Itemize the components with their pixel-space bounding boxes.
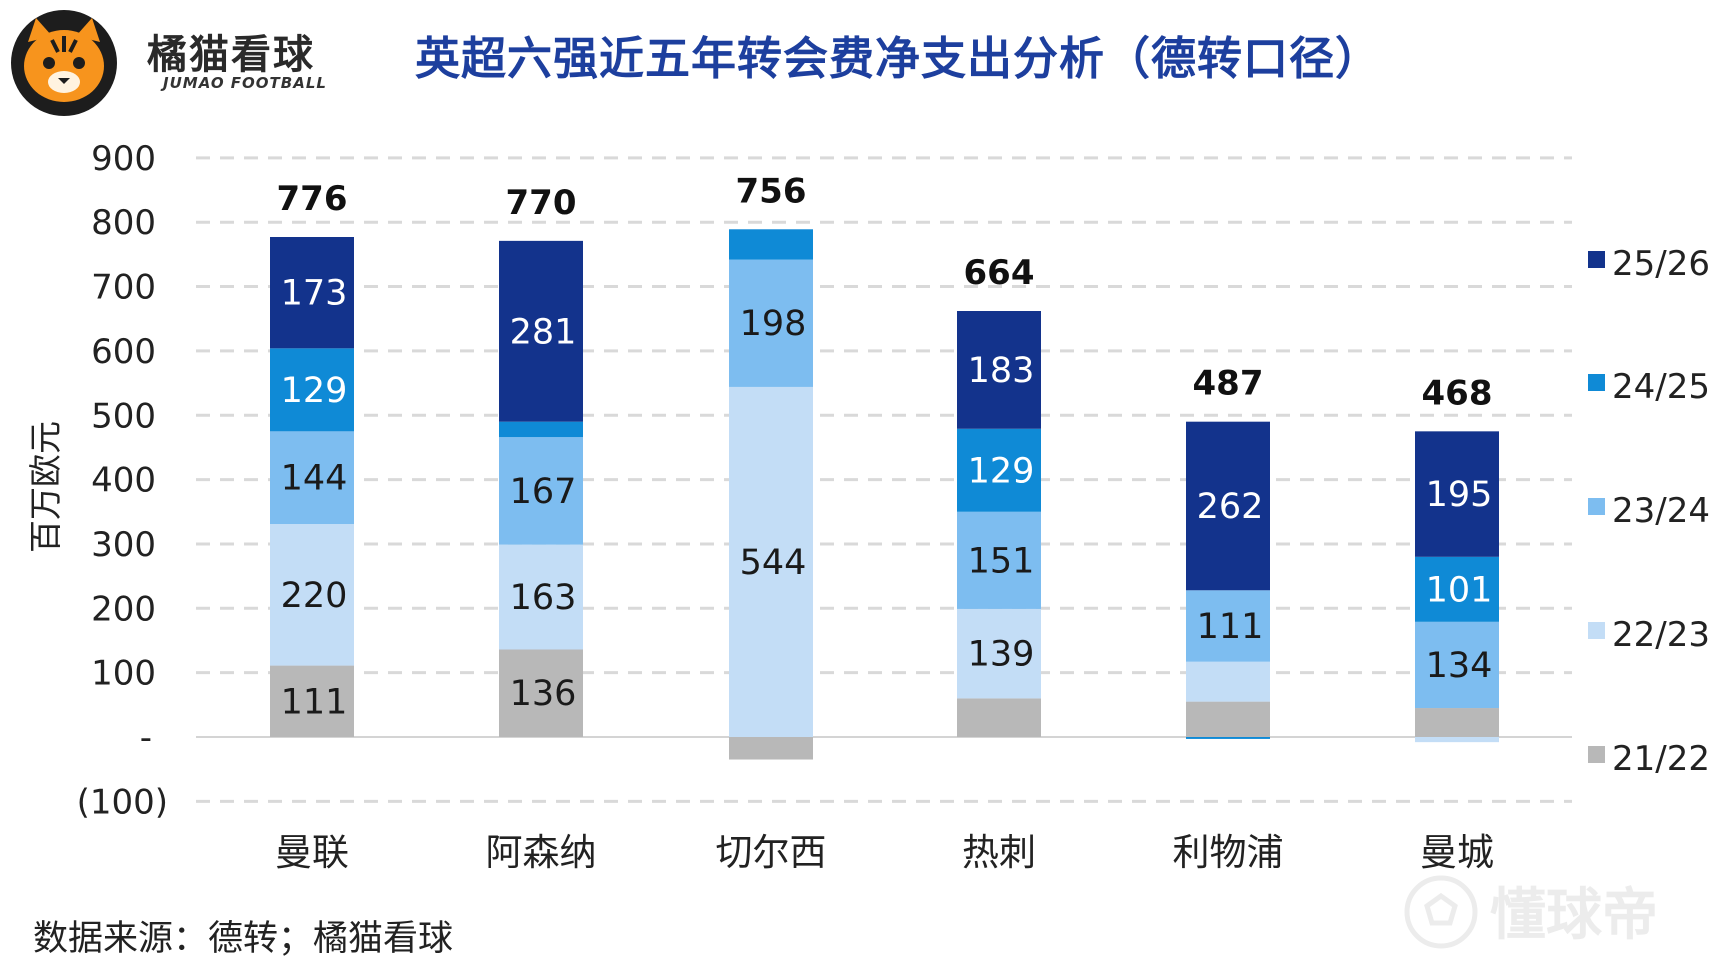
bar-segment [729,386,813,737]
y-tick-label: 700 [91,268,156,308]
bar-segment [729,259,813,387]
legend-swatch [1588,374,1605,391]
y-tick-label: 300 [91,525,156,565]
data-label: 173 [281,274,348,314]
data-label: 129 [968,451,1035,491]
legend-swatch [1588,746,1605,763]
y-tick-label: 200 [91,589,156,629]
bar-segment [499,240,583,422]
bar-segment [957,511,1041,609]
data-label: 111 [281,682,348,722]
y-tick-label: - [140,718,152,758]
bar-segment [1415,737,1499,743]
bar-segment [270,665,354,737]
bar-segment [729,229,813,260]
watermark-ball-icon [1404,875,1478,949]
y-tick-label: 400 [91,461,156,501]
bar-segment [499,544,583,650]
data-label: 544 [740,543,807,583]
bar-segment [499,649,583,737]
legend-label: 21/22 [1612,739,1710,779]
bar-segment [957,698,1041,737]
data-label: 136 [510,674,577,714]
data-label: 144 [281,459,348,499]
total-label: 756 [736,171,807,211]
x-category-label: 热刺 [962,831,1036,874]
x-category-label: 曼城 [1420,831,1494,874]
bar-segment [957,428,1041,512]
legend-label: 25/26 [1612,244,1710,284]
legend-label: 24/25 [1612,367,1710,407]
bar-segment [270,431,354,525]
legend-swatch [1588,622,1605,639]
bar-segment [1415,431,1499,557]
total-label: 664 [964,253,1035,293]
data-label: 129 [281,371,348,411]
y-tick-label: 900 [91,139,156,179]
total-label: 468 [1422,373,1493,413]
bar-segment [499,437,583,545]
x-category-label: 曼联 [275,831,349,874]
bar-segment [1186,421,1270,591]
bar-segment [270,237,354,349]
bar-segment [1186,661,1270,702]
y-tick-label: 800 [91,203,156,243]
bar-segment [499,421,583,438]
x-category-label: 利物浦 [1173,831,1284,874]
total-label: 776 [277,179,348,219]
data-label: 139 [968,635,1035,675]
total-label: 487 [1193,364,1264,404]
total-label: 770 [506,183,577,223]
y-tick-label: (100) [77,782,168,822]
watermark-text: 懂球帝 [1490,883,1658,948]
bar-segment [270,524,354,666]
bar-segment [957,311,1041,429]
legend-label: 23/24 [1612,491,1710,531]
legend-label: 22/23 [1612,615,1710,655]
data-label: 281 [510,312,577,352]
y-tick-label: 500 [91,396,156,436]
x-category-label: 切尔西 [716,831,827,874]
x-category-label: 阿森纳 [486,831,597,874]
bar-segment [1186,737,1270,739]
data-label: 195 [1426,475,1493,515]
bar-segment [1415,556,1499,622]
data-source: 数据来源：德转；橘猫看球 [33,919,454,959]
bar-segment [1186,590,1270,662]
data-label: 111 [1197,607,1264,647]
data-label: 163 [510,578,577,618]
data-label: 167 [510,472,577,512]
data-label: 262 [1197,487,1264,527]
brand-subtitle: JUMAO FOOTBALL [163,74,327,92]
data-label: 183 [968,351,1035,391]
data-label: 198 [740,304,807,344]
bar-segment [270,348,354,432]
bar-segment [957,608,1041,699]
data-label: 151 [968,541,1035,581]
bar-segment [729,737,813,760]
legend-swatch [1588,251,1605,268]
chart-title: 英超六强近五年转会费净支出分析（德转口径） [415,32,1382,85]
brand-logo-icon [11,10,117,116]
data-label: 101 [1426,570,1493,610]
legend-swatch [1588,498,1605,515]
brand-name: 橘猫看球 [147,32,315,78]
data-label: 220 [281,576,348,616]
y-tick-label: 600 [91,332,156,372]
bar-segment [1415,621,1499,709]
bar-segment [1415,708,1499,737]
y-axis-label: 百万欧元 [26,421,65,553]
data-label: 134 [1426,646,1493,686]
bar-segment [1186,701,1270,737]
y-tick-label: 100 [91,654,156,694]
